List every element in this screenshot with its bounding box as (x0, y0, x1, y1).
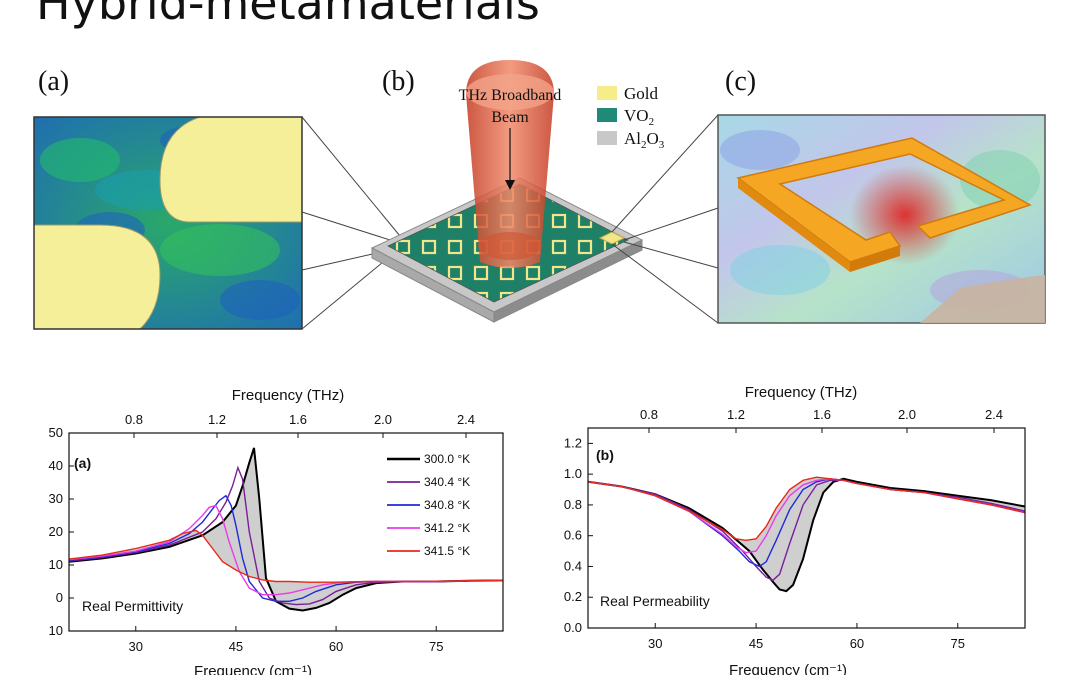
chart-a-legend-label-4: 341.5 °K (424, 544, 470, 558)
chart-a-y-tick-label: 10 (49, 623, 63, 638)
chart-b-series-4 (587, 476, 1026, 542)
chart-a-x-axis-label: Frequency (cm⁻¹) (194, 663, 312, 675)
chart-b-top-tick-label: 2.0 (898, 407, 916, 422)
legend-vo2: VO2 (624, 106, 654, 128)
chart-a-x-tick-label: 30 (129, 639, 143, 654)
chart-b-shaded-region (588, 477, 1025, 592)
chart-a-annotation: Real Permittivity (82, 598, 183, 614)
chart-b-plot-frame (587, 427, 1026, 629)
micrograph-panel-a (33, 116, 303, 330)
legend-swatch-al2o3 (597, 131, 617, 145)
beam-label-line1: THz Broadband (459, 87, 562, 104)
zoom-lines-c (611, 114, 719, 324)
chart-b-y-tick-label: 0.8 (564, 497, 582, 512)
chart-a-y-tick-label: 50 (49, 425, 63, 440)
chart-b-top-axis-label: Frequency (THz) (745, 384, 858, 401)
panel-label-a: (a) (38, 66, 69, 97)
beam-label-line2: Beam (491, 109, 529, 126)
slide-title: Hybrid-metamaterials (36, 0, 540, 30)
chip-panel-b: THz Broadband Beam (370, 60, 644, 323)
chart-b-top-tick-label: 0.8 (640, 407, 658, 422)
chart-b-y-tick-label: 0.2 (564, 589, 582, 604)
chart-a-legend: 300.0 °K 340.4 °K 340.8 °K 341.2 °K 341.5 °K (387, 452, 470, 558)
chart-a-x-tick-label: 45 (229, 639, 243, 654)
chart-b-y-tick-label: 0.0 (564, 620, 582, 635)
chart-a-legend-label-1: 340.4 °K (424, 475, 470, 489)
chart-a-legend-label-3: 341.2 °K (424, 521, 470, 535)
chart-b-y-tick-label: 0.4 (564, 558, 582, 573)
chart-b-x-tick-label: 60 (850, 636, 864, 651)
zoom-lines-a (301, 116, 401, 330)
chart-a-top-tick-label: 2.4 (457, 412, 475, 427)
chart-a-legend-label-2: 340.8 °K (424, 498, 470, 512)
chart-a-top-tick-label: 0.8 (125, 412, 143, 427)
chart-a-series-0 (68, 447, 504, 612)
chart-a-x-tick-label: 60 (329, 639, 343, 654)
legend-gold: Gold (624, 84, 659, 103)
top-figure: (a) (b) (c) (33, 60, 1046, 330)
chart-a-y-tick-label: 10 (49, 557, 63, 572)
chart-b-x-tick-label: 30 (648, 636, 662, 651)
chart-b-y-tick-label: 1.2 (564, 435, 582, 450)
chart-b-top-tick-label: 2.4 (985, 407, 1003, 422)
chart-a-y-tick-label: 0 (56, 590, 63, 605)
chart-a-series-4 (68, 529, 504, 583)
chart-a-y-tick-label: 40 (49, 458, 63, 473)
chart-b-series-0 (587, 477, 1026, 593)
chart-real-permeability: Frequency (THz) (b) Real Permeability Fr… (564, 384, 1026, 675)
chart-b-top-tick-label: 1.2 (727, 407, 745, 422)
material-legend: Gold VO2 Al2O3 (597, 84, 665, 151)
chart-b-top-tick-label: 1.6 (813, 407, 831, 422)
chart-a-y-tick-label: 20 (49, 524, 63, 539)
chart-a-top-axis-label: Frequency (THz) (232, 387, 345, 404)
legend-swatch-vo2 (597, 108, 617, 122)
chart-a-y-tick-label: 30 (49, 491, 63, 506)
chart-b-panel-label: (b) (596, 447, 614, 463)
panel-label-c: (c) (725, 66, 756, 97)
chart-real-permittivity: Frequency (THz) (a) Real Permittivity Fr… (49, 387, 504, 675)
chart-a-panel-label: (a) (74, 455, 91, 471)
chart-b-y-tick-label: 1.0 (564, 466, 582, 481)
panel-label-b: (b) (382, 66, 415, 97)
chart-a-top-tick-label: 2.0 (374, 412, 392, 427)
chart-b-annotation: Real Permeability (600, 593, 710, 609)
chart-b-y-tick-label: 0.6 (564, 528, 582, 543)
chart-a-top-tick-label: 1.6 (289, 412, 307, 427)
legend-al2o3: Al2O3 (624, 129, 665, 151)
chart-b-x-axis-label: Frequency (cm⁻¹) (729, 662, 847, 675)
chart-b-x-tick-label: 75 (951, 636, 965, 651)
legend-swatch-gold (597, 86, 617, 100)
chart-a-legend-label-0: 300.0 °K (424, 452, 470, 466)
resonator-panel-c (717, 114, 1046, 324)
chart-b-x-tick-label: 45 (749, 636, 763, 651)
chart-a-x-tick-label: 75 (429, 639, 443, 654)
chart-a-top-tick-label: 1.2 (208, 412, 226, 427)
